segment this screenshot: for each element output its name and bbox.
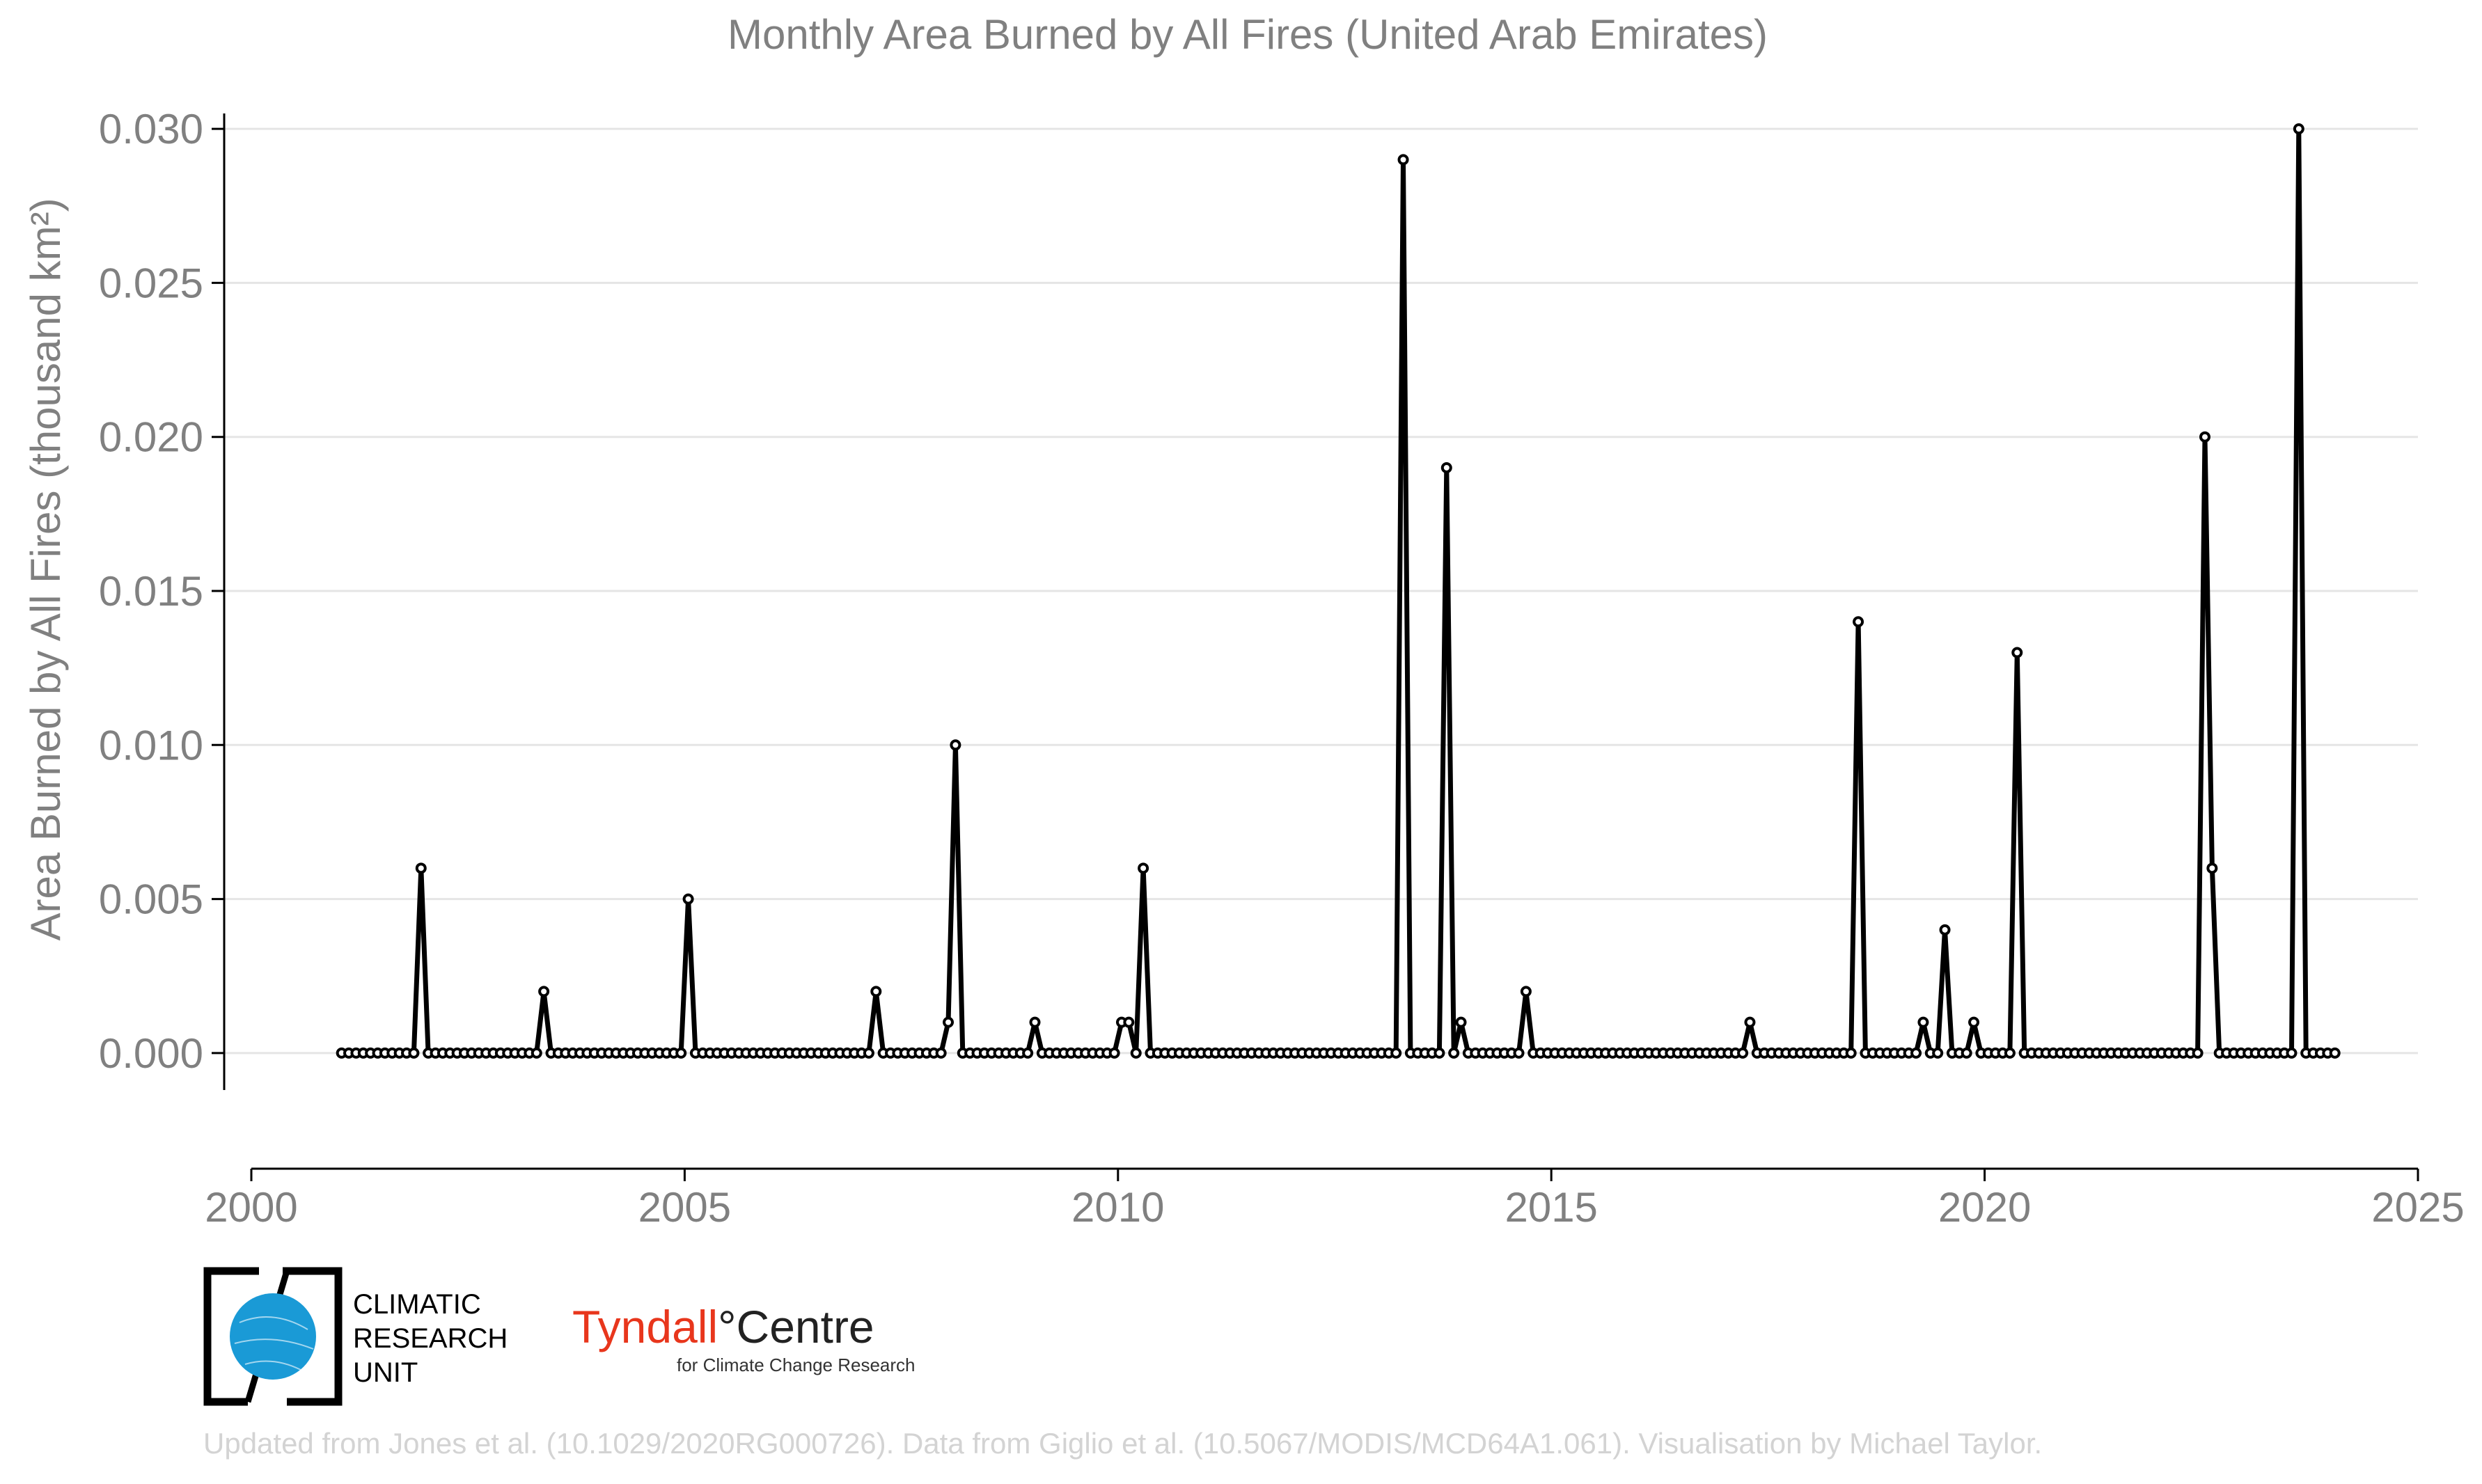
x-tick-label: 2020 [1938, 1184, 2031, 1231]
data-point [1961, 1047, 1972, 1059]
x-tick-label: 2025 [2371, 1184, 2464, 1231]
data-point [1440, 461, 1452, 473]
data-point [1390, 1047, 1402, 1059]
data-point [1910, 1047, 1922, 1059]
data-point [2199, 431, 2210, 443]
data-point [1448, 1047, 1460, 1059]
cru-line-1: CLIMATIC [353, 1289, 481, 1320]
data-point [2293, 123, 2304, 135]
data-point [408, 1047, 420, 1059]
x-axis-ticks: 2000 2005 2010 2015 2020 2025 [205, 1169, 2465, 1231]
series-area-burned [336, 123, 2341, 1059]
data-point [538, 986, 550, 997]
data-point [1917, 1016, 1929, 1028]
data-point [1138, 862, 1149, 874]
y-tick-label: 0.015 [99, 568, 203, 615]
data-point [1845, 1047, 1857, 1059]
data-point [1397, 154, 1409, 166]
cru-line-3: UNIT [353, 1357, 418, 1388]
data-point [2011, 647, 2023, 658]
data-point [2004, 1047, 2016, 1059]
data-point [1513, 1047, 1525, 1059]
tyndall-name: Tyndall [572, 1301, 718, 1352]
data-point [950, 739, 961, 751]
cru-globe-icon [203, 1267, 343, 1406]
data-point [2192, 1047, 2204, 1059]
data-point [1130, 1047, 1142, 1059]
data-point [2206, 862, 2218, 874]
data-point [1853, 616, 1864, 628]
y-tick-label: 0.030 [99, 106, 203, 152]
y-axis-ticks: 0.000 0.005 0.010 0.015 0.020 0.025 0.030 [99, 106, 224, 1077]
y-tick-label: 0.025 [99, 260, 203, 306]
data-point [1434, 1047, 1445, 1059]
data-point [1022, 1047, 1034, 1059]
data-point [863, 1047, 874, 1059]
tyndall-degree: ° [718, 1301, 737, 1352]
cru-logo: CLIMATIC RESEARCH UNIT [203, 1267, 705, 1413]
x-tick-label: 2000 [205, 1184, 297, 1231]
data-point [2286, 1047, 2298, 1059]
data-point [1737, 1047, 1749, 1059]
cru-wordmark: CLIMATIC RESEARCH UNIT [353, 1288, 508, 1390]
data-point [1455, 1016, 1467, 1028]
y-axis-label: Area Burned by All Fires (thousand km²) [22, 198, 69, 940]
data-point [415, 862, 427, 874]
data-point [1932, 1047, 1944, 1059]
chart-title: Monthly Area Burned by All Fires (United… [728, 11, 1768, 58]
y-tick-label: 0.010 [99, 722, 203, 768]
y-tick-label: 0.020 [99, 414, 203, 461]
data-point [1744, 1016, 1756, 1028]
data-point [682, 893, 694, 905]
cru-line-2: RESEARCH [353, 1323, 508, 1354]
data-point [943, 1016, 955, 1028]
data-point [1520, 986, 1532, 997]
data-point [1123, 1016, 1135, 1028]
data-point [531, 1047, 542, 1059]
data-point [870, 986, 882, 997]
tyndall-centre: Centre [736, 1301, 874, 1352]
y-tick-label: 0.005 [99, 876, 203, 923]
footer-credit: Updated from Jones et al. (10.1029/2020R… [203, 1427, 2043, 1460]
data-point [675, 1047, 687, 1059]
tyndall-logo: Tyndall°Centre for Climate Change Resear… [572, 1300, 916, 1375]
data-point [935, 1047, 947, 1059]
tyndall-wordmark: Tyndall°Centre [572, 1300, 874, 1353]
data-point [1939, 924, 1951, 936]
x-tick-label: 2015 [1505, 1184, 1597, 1231]
y-tick-label: 0.000 [99, 1030, 203, 1077]
data-point [2329, 1047, 2341, 1059]
x-tick-label: 2010 [1071, 1184, 1164, 1231]
x-tick-label: 2005 [638, 1184, 731, 1231]
tyndall-subtitle: for Climate Change Research [677, 1355, 916, 1375]
data-point [1968, 1016, 1980, 1028]
data-point [1029, 1016, 1041, 1028]
data-point [1108, 1047, 1120, 1059]
grid-lines [224, 127, 2418, 1055]
